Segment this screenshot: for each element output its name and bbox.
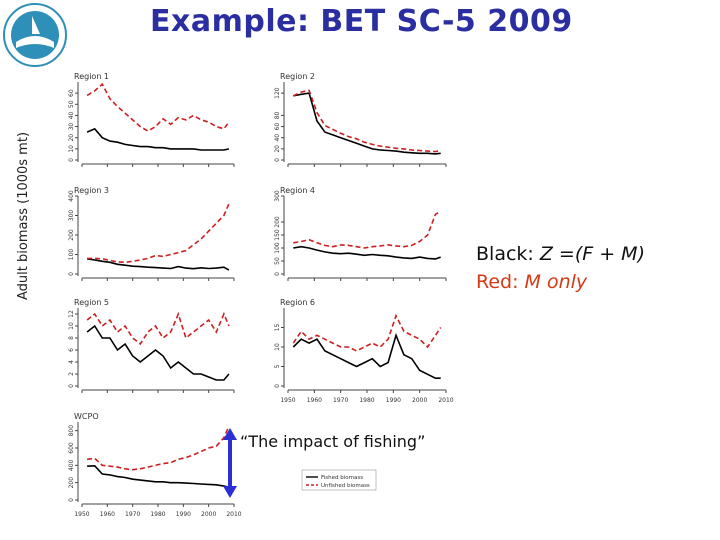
y-tick-label: 80 — [274, 111, 281, 119]
x-tick-label: 2000 — [412, 397, 427, 404]
black-formula: Z =(F + M) — [539, 243, 645, 265]
y-tick-label: 20 — [274, 145, 281, 153]
y-tick-label: 600 — [68, 442, 75, 454]
x-tick-label: 1950 — [280, 397, 295, 404]
y-tick-label: 200 — [68, 229, 75, 241]
y-tick-label: 5 — [274, 364, 281, 368]
panel-title: Region 1 — [74, 72, 109, 81]
y-tick-label: 100 — [274, 242, 281, 254]
fished-series-line — [292, 332, 441, 380]
x-tick-label: 2010 — [226, 511, 241, 518]
x-tick-label: 1960 — [100, 511, 115, 518]
x-tick-label: 1990 — [386, 397, 401, 404]
y-tick-label: 50 — [274, 257, 281, 265]
y-tick-label: 0 — [274, 272, 281, 276]
page-title: Example: BET SC-5 2009 — [150, 4, 573, 39]
unfished-series-line — [87, 425, 230, 471]
y-tick-label: 10 — [274, 343, 281, 351]
y-tick-label: 40 — [274, 134, 281, 142]
y-tick-label: 8 — [68, 336, 75, 340]
line-meaning-note: Black: Z =(F + M) Red: M only — [476, 240, 645, 296]
fished-series-line — [87, 464, 230, 488]
y-tick-label: 0 — [274, 158, 281, 162]
y-tick-label: 30 — [68, 123, 75, 131]
y-tick-label: 400 — [68, 190, 75, 202]
unfished-series-line — [86, 311, 230, 346]
y-tick-label: 40 — [68, 111, 75, 119]
fished-series-line — [293, 245, 441, 260]
panel-title: Region 4 — [280, 186, 315, 195]
unfished-series-line — [292, 313, 442, 352]
y-tick-label: 20 — [68, 134, 75, 142]
x-tick-label: 2010 — [438, 397, 453, 404]
panel-title: Region 5 — [74, 298, 109, 307]
y-tick-label: 800 — [68, 425, 75, 437]
x-tick-label: 1980 — [150, 511, 165, 518]
y-tick-label: 0 — [68, 272, 75, 276]
panel-title: Region 3 — [74, 186, 109, 195]
y-tick-label: 300 — [274, 190, 281, 202]
impact-label: “The impact of fishing” — [240, 432, 426, 451]
y-tick-label: 10 — [68, 322, 75, 330]
panel-title: WCPO — [74, 412, 99, 421]
y-tick-label: 2 — [68, 372, 75, 376]
panel-title: Region 2 — [280, 72, 315, 81]
y-tick-label: 60 — [274, 123, 281, 131]
y-tick-label: 0 — [68, 384, 75, 388]
x-tick-label: 2000 — [201, 511, 216, 518]
y-tick-label: 50 — [68, 100, 75, 108]
x-tick-label: 1950 — [74, 511, 89, 518]
y-tick-label: 12 — [68, 310, 75, 318]
legend-entry: Unfished biomass — [321, 483, 370, 489]
y-tick-label: 200 — [68, 477, 75, 489]
y-tick-label: 0 — [68, 498, 75, 502]
red-formula: M only — [524, 271, 588, 293]
y-tick-label: 0 — [68, 158, 75, 162]
x-tick-label: 1980 — [359, 397, 374, 404]
legend-box — [301, 469, 377, 491]
y-tick-label: 0 — [274, 384, 281, 388]
unfished-series-line — [293, 210, 442, 249]
y-tick-label: 120 — [274, 87, 281, 99]
x-tick-label: 1990 — [176, 511, 191, 518]
fished-series-line — [86, 127, 230, 151]
black-prefix: Black: — [476, 243, 540, 265]
unfished-series-line — [292, 89, 441, 153]
y-tick-label: 150 — [274, 229, 281, 241]
unfished-series-line — [87, 203, 230, 264]
x-tick-label: 1970 — [125, 511, 140, 518]
y-tick-label: 400 — [68, 459, 75, 471]
fished-series-line — [86, 324, 230, 381]
y-tick-label: 15 — [274, 324, 281, 332]
fished-series-line — [86, 258, 230, 271]
y-tick-label: 6 — [68, 348, 75, 352]
logo — [3, 3, 67, 67]
y-tick-label: 100 — [68, 249, 75, 261]
unfished-series-line — [86, 82, 230, 132]
x-tick-label: 1960 — [307, 397, 322, 404]
y-tick-label: 200 — [274, 216, 281, 228]
legend-entry: Fished biomass — [321, 475, 363, 481]
y-tick-label: 4 — [68, 360, 75, 364]
panel-title: Region 6 — [280, 298, 315, 307]
y-tick-label: 10 — [68, 145, 75, 153]
y-tick-label: 300 — [68, 210, 75, 222]
red-prefix: Red: — [476, 271, 525, 293]
x-tick-label: 1970 — [333, 397, 348, 404]
double-arrow-icon — [223, 428, 237, 498]
fished-series-line — [293, 92, 441, 155]
y-tick-label: 60 — [68, 89, 75, 97]
